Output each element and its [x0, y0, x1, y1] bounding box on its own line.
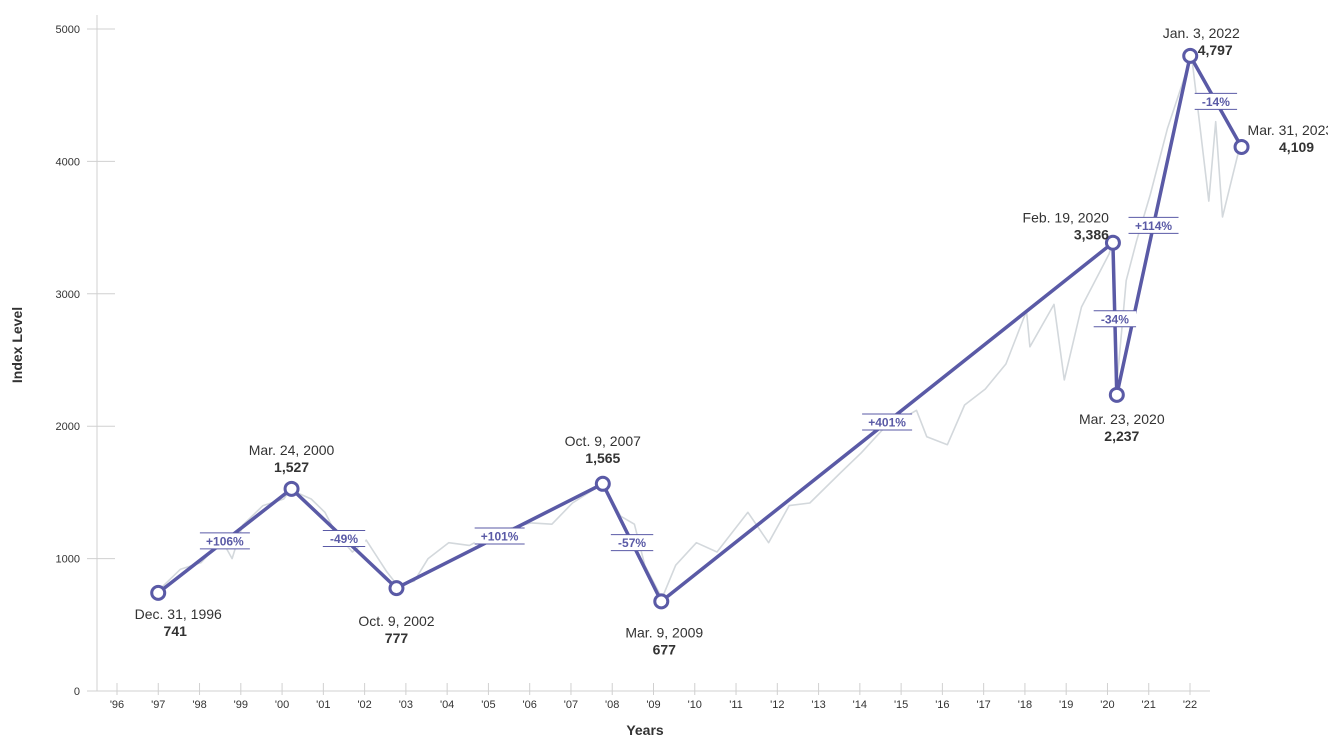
percent-change-box: [322, 530, 366, 547]
peak-trough-marker: [283, 480, 300, 497]
value-label: 2,237: [1104, 428, 1139, 444]
x-tick-label: '11: [729, 699, 743, 711]
x-axis: '96 '97 '98 '99 '00 '01 '02 '03 '04 '05 '06 '07 '08 '…: [97, 683, 1210, 711]
percent-change-badge: -34%: [1093, 310, 1137, 328]
value-label: 4,797: [1198, 42, 1233, 58]
x-tick-label: '22: [1183, 699, 1197, 711]
value-label: 777: [385, 630, 409, 646]
percent-change-label: +401%: [868, 416, 906, 430]
date-label: Mar. 9, 2009: [625, 624, 703, 640]
y-tick-label: 1000: [56, 554, 80, 566]
percent-change-label: +106%: [206, 534, 244, 548]
x-tick-label: '18: [1018, 699, 1032, 711]
value-label: 677: [653, 641, 677, 657]
percent-change-label: -34%: [1101, 312, 1129, 326]
peak-trough-marker: [1233, 138, 1250, 155]
x-tick-label: '09: [646, 699, 660, 711]
date-label: Dec. 31, 1996: [135, 606, 222, 622]
date-label: Feb. 19, 2020: [1023, 210, 1110, 226]
x-tick-label: '08: [605, 699, 619, 711]
peak-trough-marker: [1182, 47, 1199, 64]
x-tick-label: '16: [935, 699, 949, 711]
date-label: Mar. 23, 2020: [1079, 411, 1165, 427]
value-label: 1,565: [585, 450, 620, 466]
x-tick-label: '00: [275, 699, 289, 711]
percent-change-box: [1093, 310, 1137, 327]
x-tick-label: '07: [564, 699, 578, 711]
x-tick-label: '99: [234, 699, 248, 711]
peak-trough-line: [157, 54, 1244, 604]
percent-change-badge: +114%: [1128, 216, 1179, 234]
peak-trough-marker: [653, 593, 670, 610]
percent-change-box: [862, 414, 913, 431]
percent-change-badge: -57%: [610, 534, 654, 552]
value-label: 4,109: [1279, 139, 1314, 155]
peak-trough-marker: [1108, 386, 1125, 403]
x-tick-label: '98: [192, 699, 206, 711]
percent-change-badge: -14%: [1194, 92, 1238, 110]
x-tick-label: '04: [440, 699, 454, 711]
date-label: Mar. 31, 2023: [1248, 122, 1328, 138]
x-tick-label: '14: [853, 699, 867, 711]
percent-change-label: -49%: [330, 532, 358, 546]
value-label: 741: [164, 623, 188, 639]
percent-change-label: +114%: [1135, 219, 1172, 233]
percent-change-box: [474, 527, 525, 544]
x-tick-label: '20: [1100, 699, 1114, 711]
percent-change-badge: +106%: [199, 532, 250, 550]
x-axis-title: Years: [626, 722, 664, 737]
percent-change-label: -14%: [1202, 95, 1230, 109]
y-tick-label: 3000: [56, 289, 80, 301]
peak-trough-marker: [1104, 234, 1121, 251]
date-label: Mar. 24, 2000: [249, 442, 335, 458]
value-label: 3,386: [1074, 227, 1109, 243]
peak-trough-marker: [594, 475, 611, 492]
percent-change-label: -57%: [618, 536, 646, 550]
y-tick-label: 5000: [56, 24, 80, 36]
percent-change-box: [1194, 93, 1238, 110]
percent-change-badge: +101%: [474, 527, 525, 545]
y-tick-label: 0: [74, 686, 80, 698]
x-tick-label: '13: [811, 699, 825, 711]
x-tick-label: '21: [1142, 699, 1156, 711]
y-axis-title: Index Level: [9, 307, 25, 383]
peak-trough-marker: [150, 584, 167, 601]
x-tick-label: '12: [770, 699, 784, 711]
x-tick-label: '06: [523, 699, 537, 711]
x-tick-label: '03: [399, 699, 413, 711]
x-tick-label: '19: [1059, 699, 1073, 711]
date-label: Jan. 3, 2022: [1163, 25, 1240, 41]
x-tick-label: '15: [894, 699, 908, 711]
percent-change-badge: +401%: [862, 413, 913, 431]
peak-trough-marker: [388, 580, 405, 597]
x-tick-label: '17: [976, 699, 990, 711]
percent-change-box: [199, 532, 250, 549]
percent-change-label: +101%: [481, 529, 519, 543]
value-label: 1,527: [274, 459, 309, 475]
percent-change-box: [610, 534, 654, 551]
date-label: Oct. 9, 2007: [565, 433, 641, 449]
x-tick-label: '01: [316, 699, 330, 711]
y-tick-label: 4000: [56, 156, 80, 168]
date-label: Oct. 9, 2002: [358, 613, 434, 629]
percent-change-badge: -49%: [322, 529, 366, 547]
x-tick-label: '02: [357, 699, 371, 711]
x-tick-label: '96: [110, 699, 124, 711]
x-tick-label: '97: [151, 699, 165, 711]
percent-change-box: [1128, 217, 1179, 234]
y-tick-label: 2000: [56, 421, 80, 433]
x-tick-label: '05: [481, 699, 495, 711]
x-tick-label: '10: [688, 699, 702, 711]
y-axis: 0 1000 2000 3000 4000 5000: [56, 15, 115, 698]
